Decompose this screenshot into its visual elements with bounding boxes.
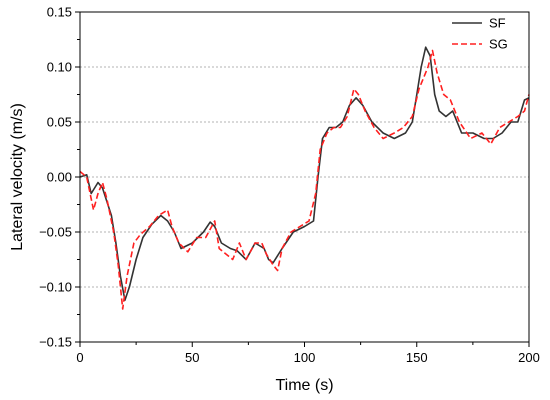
x-tick-label: 200 bbox=[518, 350, 540, 365]
y-axis-title: Lateral velocity (m/s) bbox=[9, 103, 26, 251]
y-tick-label: −0.15 bbox=[39, 335, 72, 350]
y-tick-label: 0.10 bbox=[47, 60, 72, 75]
y-tick-label: 0.05 bbox=[47, 115, 72, 130]
x-tick-label: 50 bbox=[185, 350, 199, 365]
legend-label-sg: SG bbox=[489, 37, 508, 52]
y-tick-label: 0.00 bbox=[47, 170, 72, 185]
legend: SF SG bbox=[452, 16, 508, 52]
y-tick-label: −0.10 bbox=[39, 280, 72, 295]
x-axis-title: Time (s) bbox=[275, 377, 333, 394]
y-tick-label: −0.05 bbox=[39, 225, 72, 240]
series-line-sf bbox=[79, 46, 530, 302]
series-line-sg bbox=[79, 49, 530, 310]
x-tick-label: 0 bbox=[76, 350, 83, 365]
legend-label-sf: SF bbox=[489, 16, 506, 31]
x-tick-label: 100 bbox=[294, 350, 316, 365]
y-tick-label: 0.15 bbox=[47, 5, 72, 20]
axis-ticks: 0 50 100 150 200 −0.15 −0.10 −0.05 0.00 0.05 0.10 0… bbox=[39, 5, 540, 366]
series-lines bbox=[79, 46, 530, 310]
x-tick-label: 150 bbox=[406, 350, 428, 365]
grid-lines bbox=[80, 66, 529, 288]
